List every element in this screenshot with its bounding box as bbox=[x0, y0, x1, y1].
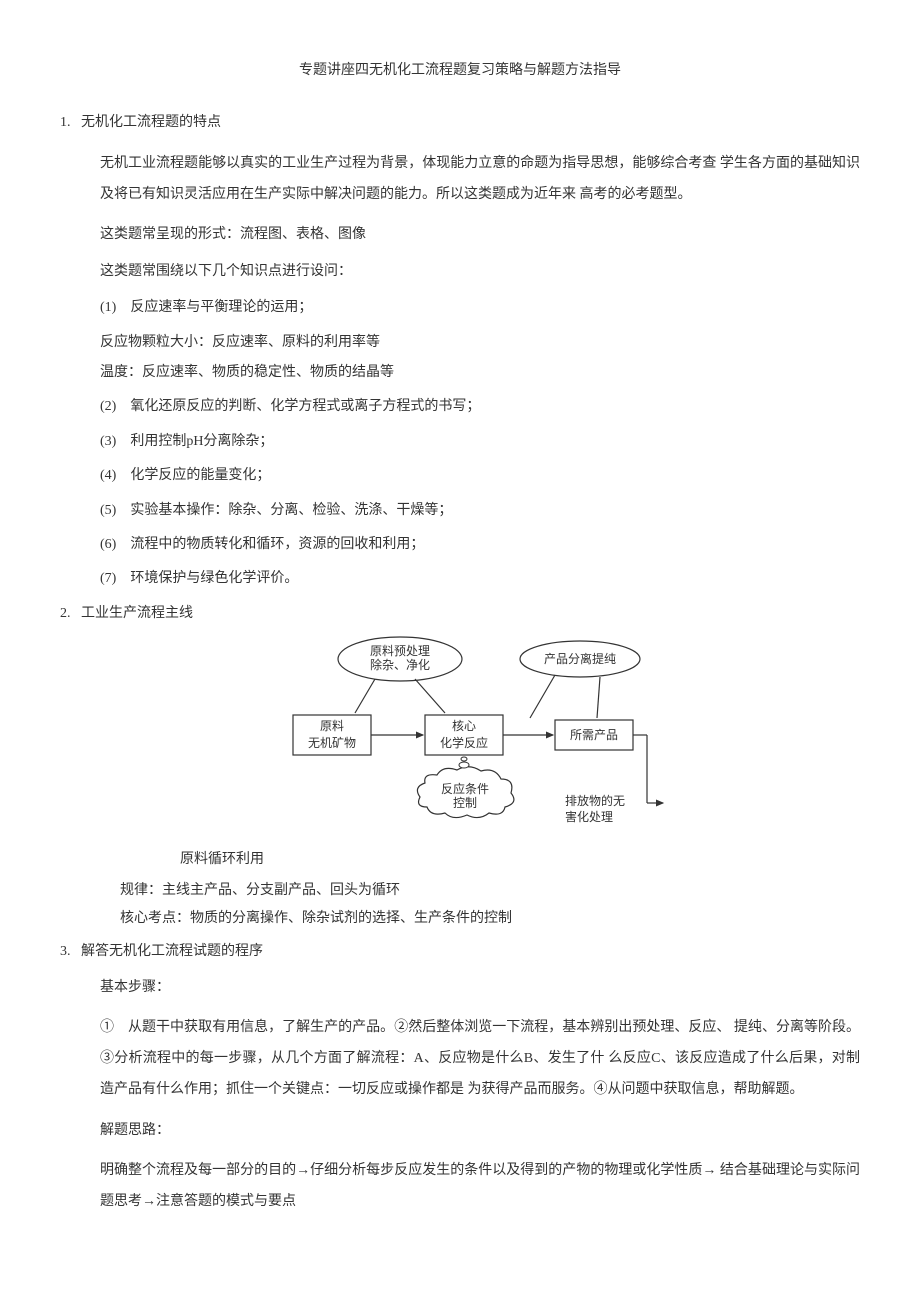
section-2-rule-2: 核心考点：物质的分离操作、除杂试剂的选择、生产条件的控制 bbox=[120, 908, 860, 930]
node-pretreat-l2: 除杂、净化 bbox=[370, 657, 430, 672]
section-2-text: 工业生产流程主线 bbox=[81, 606, 193, 621]
flow-diagram: 原料预处理 除杂、净化 产品分离提纯 原料 无机矿物 核心 化学反应 所需产品 … bbox=[60, 635, 860, 843]
list-item: (7) 环境保护与绿色化学评价。 bbox=[100, 568, 860, 590]
list-item: 反应物颗粒大小：反应速率、原料的利用率等 bbox=[100, 332, 860, 354]
section-1-heading: 1. 无机化工流程题的特点 bbox=[60, 112, 860, 134]
diagram-caption: 原料循环利用 bbox=[180, 849, 860, 871]
section-3-sub-1: 基本步骤： bbox=[100, 977, 860, 999]
svg-text:控制: 控制 bbox=[453, 796, 477, 810]
section-1-para-1: 无机工业流程题能够以真实的工业生产过程为背景，体现能力立意的命题为指导思想，能够… bbox=[100, 149, 860, 211]
node-raw-l1: 原料 bbox=[320, 719, 344, 733]
list-item: 温度：反应速率、物质的稳定性、物质的结晶等 bbox=[100, 362, 860, 384]
node-emit-l1: 排放物的无 bbox=[565, 793, 625, 808]
list-item: (2) 氧化还原反应的判断、化学方程式或离子方程式的书写； bbox=[100, 396, 860, 418]
section-3-para-1: ① 从题干中获取有用信息，了解生产的产品。②然后整体浏览一下流程，基本辨别出预处… bbox=[100, 1013, 860, 1105]
section-3-para-2: 明确整个流程及每一部分的目的→仔细分析每步反应发生的条件以及得到的产物的物理或化… bbox=[100, 1156, 860, 1218]
node-pretreat-l1: 原料预处理 bbox=[370, 644, 430, 658]
section-2-num: 2. bbox=[60, 606, 71, 621]
section-3-num: 3. bbox=[60, 944, 71, 959]
node-emit-l2: 害化处理 bbox=[565, 809, 613, 824]
section-3-sub-2: 解题思路： bbox=[100, 1120, 860, 1142]
list-item: (4) 化学反应的能量变化； bbox=[100, 465, 860, 487]
section-1-text: 无机化工流程题的特点 bbox=[81, 115, 221, 130]
node-cond: 反应条件 控制 bbox=[417, 767, 513, 818]
section-2-rule-1: 规律：主线主产品、分支副产品、回头为循环 bbox=[120, 880, 860, 902]
node-raw-l2: 无机矿物 bbox=[308, 736, 356, 750]
section-3-text: 解答无机化工流程试题的程序 bbox=[81, 944, 263, 959]
section-1-para-2: 这类题常呈现的形式：流程图、表格、图像 bbox=[100, 224, 860, 246]
node-core-l2: 化学反应 bbox=[440, 735, 488, 750]
page-title: 专题讲座四无机化工流程题复习策略与解题方法指导 bbox=[60, 60, 860, 82]
section-1-num: 1. bbox=[60, 115, 71, 130]
section-3-heading: 3. 解答无机化工流程试题的程序 bbox=[60, 941, 860, 963]
node-purify: 产品分离提纯 bbox=[544, 651, 616, 666]
list-item: (1) 反应速率与平衡理论的运用； bbox=[100, 297, 860, 319]
list-item: (6) 流程中的物质转化和循环，资源的回收和利用； bbox=[100, 534, 860, 556]
node-product: 所需产品 bbox=[570, 728, 618, 742]
list-item: (5) 实验基本操作：除杂、分离、检验、洗涤、干燥等； bbox=[100, 500, 860, 522]
node-core-l1: 核心 bbox=[452, 719, 476, 733]
section-2-heading: 2. 工业生产流程主线 bbox=[60, 603, 860, 625]
section-1-para-3: 这类题常围绕以下几个知识点进行设问： bbox=[100, 261, 860, 283]
list-item: (3) 利用控制pH分离除杂； bbox=[100, 431, 860, 453]
svg-text:反应条件: 反应条件 bbox=[441, 781, 489, 796]
